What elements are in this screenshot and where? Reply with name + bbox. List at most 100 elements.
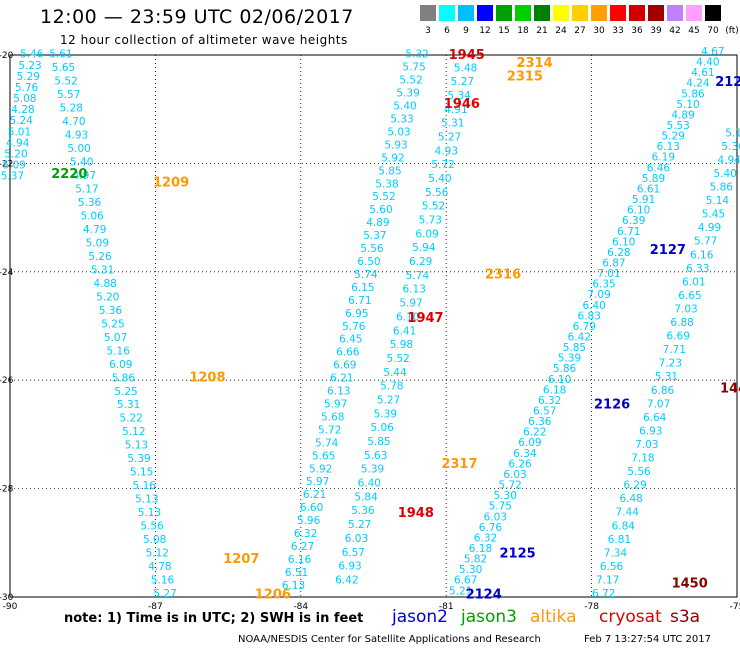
y-tick-label: -30 [0, 593, 14, 603]
wave-height-value: 6.42 [568, 332, 591, 344]
wave-height-value: 5.63 [364, 450, 387, 462]
legend-swatch [553, 5, 569, 21]
pass-id-label: 1946 [444, 97, 480, 112]
pass-id-label: 1948 [398, 506, 434, 521]
wave-height-value: 6.13 [282, 580, 305, 592]
wave-height-value: 6.46 [647, 162, 671, 174]
plot-frame [9, 54, 738, 598]
wave-height-value: 6.81 [608, 534, 631, 546]
wave-height-value: 5.52 [386, 353, 409, 365]
wave-height-value: 6.93 [338, 561, 361, 573]
wave-height-value: 5.72 [318, 424, 341, 436]
pass-id-label: 2126 [594, 398, 630, 413]
wave-height-value: 6.03 [345, 533, 368, 545]
wave-height-value: 6.67 [454, 575, 477, 587]
satellite-legend-jason3: jason3 [461, 607, 517, 627]
pass-id-label: 2314 [516, 56, 552, 71]
wave-height-value: 5.56 [627, 466, 651, 478]
legend-label: 6 [444, 26, 450, 36]
satellite-legend-jason2: jason2 [392, 607, 448, 627]
wave-height-value: 4.93 [435, 145, 458, 157]
wave-height-value: 5.30 [494, 490, 517, 502]
wave-height-value: 5.36 [99, 305, 123, 317]
wave-height-value: 4.28 [11, 104, 34, 116]
note-text: note: 1) Time is in UTC; 2) SWH is in fe… [64, 611, 364, 626]
y-tick-label: -24 [0, 268, 14, 278]
wave-height-value: 5.15 [725, 127, 740, 139]
wave-height-value: 6.79 [573, 321, 596, 333]
wave-height-value: 5.97 [324, 398, 347, 410]
wave-height-value: 5.06 [370, 422, 394, 434]
legend-swatch [610, 5, 626, 21]
wave-height-value: 5.86 [681, 88, 705, 100]
wave-height-value: 6.45 [339, 334, 362, 346]
wave-height-value: 6.10 [396, 311, 419, 323]
wave-height-value: 6.76 [479, 522, 503, 534]
wave-height-value: 5.27 [348, 519, 371, 531]
wave-height-value: 5.01 [8, 126, 31, 138]
wave-height-value: 5.78 [380, 381, 403, 393]
wave-height-value: 6.65 [678, 290, 701, 302]
wave-height-value: 5.76 [342, 321, 366, 333]
wave-height-value: 5.08 [143, 534, 166, 546]
wave-height-value: 4.89 [366, 217, 389, 229]
wave-height-value: 5.29 [662, 131, 685, 143]
wave-height-value: 5.37 [363, 230, 386, 242]
wave-height-value: 5.91 [632, 194, 655, 206]
wave-height-value: 6.10 [548, 374, 571, 386]
wave-height-value: 5.10 [676, 99, 699, 111]
wave-height-value: 5.17 [75, 184, 98, 196]
wave-height-value: 5.73 [419, 215, 442, 227]
wave-height-value: 5.60 [369, 204, 392, 216]
pass-id-label: 2315 [507, 70, 543, 85]
wave-height-value: 5.14 [706, 195, 730, 207]
wave-height-value: 5.53 [666, 120, 689, 132]
footer-credit: NOAA/NESDIS Center for Satellite Applica… [238, 634, 541, 645]
wave-height-value: 5.12 [146, 548, 169, 560]
wave-height-value: 6.71 [348, 295, 371, 307]
wave-height-value: 5.56 [425, 187, 449, 199]
wave-height-value: 6.51 [285, 567, 308, 579]
wave-height-value: 5.57 [57, 89, 80, 101]
wave-height-value: 5.86 [112, 372, 136, 384]
wave-height-value: 4.97 [73, 170, 96, 182]
wave-height-value: 6.93 [639, 425, 662, 437]
wave-height-value: 5.37 [1, 171, 24, 183]
y-tick-label: -20 [0, 51, 14, 61]
wave-height-value: 6.84 [612, 520, 636, 532]
legend-swatch [477, 5, 493, 21]
footer-timestamp: Feb 7 13:27:54 UTC 2017 [584, 634, 711, 645]
wave-height-value: 6.03 [503, 469, 526, 481]
wave-height-value: 5.31 [441, 118, 464, 130]
legend-label: 27 [574, 26, 586, 36]
wave-height-value: 5.45 [702, 209, 725, 221]
wave-height-value: 5.52 [372, 191, 395, 203]
wave-height-value: 5.36 [351, 505, 375, 517]
wave-height-value: 5.16 [107, 345, 131, 357]
wave-height-value: 7.23 [659, 358, 682, 370]
wave-height-value: 5.06 [80, 210, 104, 222]
legend-label: 30 [593, 26, 605, 36]
legend-swatch [667, 5, 683, 21]
wave-height-value: 5.93 [384, 139, 407, 151]
wave-height-value: 5.40 [70, 157, 93, 169]
wave-height-value: 6.83 [578, 310, 601, 322]
wave-height-value: 5.52 [54, 76, 77, 88]
wave-height-value: 5.77 [694, 236, 717, 248]
wave-height-value: 6.19 [652, 152, 675, 164]
legend-swatch [572, 5, 588, 21]
pass-id-label: 2317 [441, 457, 477, 472]
wave-height-value: 4.99 [698, 222, 721, 234]
wave-height-value: 6.41 [393, 325, 416, 337]
wave-height-value: 6.09 [415, 228, 438, 240]
x-tick-label: -81 [439, 602, 454, 612]
wave-height-value: 5.25 [114, 386, 137, 398]
wave-height-value: 6.16 [690, 249, 714, 261]
wave-height-value: 5.39 [396, 88, 419, 100]
wave-height-value: 6.95 [345, 308, 368, 320]
wave-height-value: 6.71 [617, 226, 640, 238]
pass-id-label: 1207 [223, 552, 259, 567]
wave-height-value: 6.32 [538, 395, 561, 407]
wave-height-value: 5.52 [399, 75, 422, 87]
